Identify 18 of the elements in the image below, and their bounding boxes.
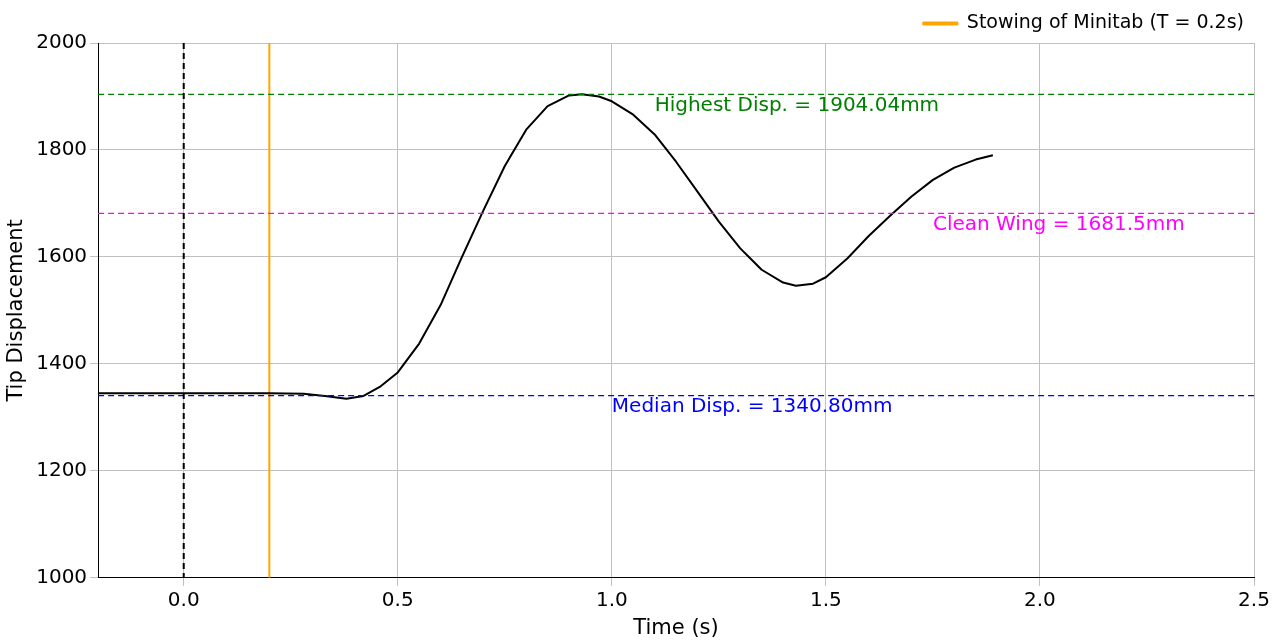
annotation: Highest Disp. = 1904.04mm — [654, 91, 940, 116]
y-tick-label: 1200 — [36, 457, 88, 482]
legend-label: Stowing of Minitab (T = 0.2s) — [966, 10, 1245, 33]
x-tick-label: 1.0 — [595, 587, 628, 611]
x-tick-label: 2.0 — [1024, 587, 1056, 611]
y-tick-label: 1600 — [36, 243, 88, 268]
y-tick-label: 2000 — [36, 29, 88, 54]
y-axis-title: Tip Displacement — [3, 219, 28, 403]
x-tick-label: 2.5 — [1238, 587, 1270, 611]
y-tick-label: 1400 — [36, 350, 88, 375]
x-tick-label: 0.0 — [167, 587, 200, 611]
y-tick-label: 1000 — [36, 564, 88, 588]
y-tick-label: 1800 — [36, 136, 88, 161]
x-axis-title: Time (s) — [632, 614, 719, 639]
annotation: Clean Wing = 1681.5mm — [932, 210, 1185, 235]
x-tick-label: 1.5 — [809, 587, 842, 611]
x-tick-label: 0.5 — [381, 587, 414, 611]
annotation: Median Disp. = 1340.80mm — [611, 392, 893, 417]
